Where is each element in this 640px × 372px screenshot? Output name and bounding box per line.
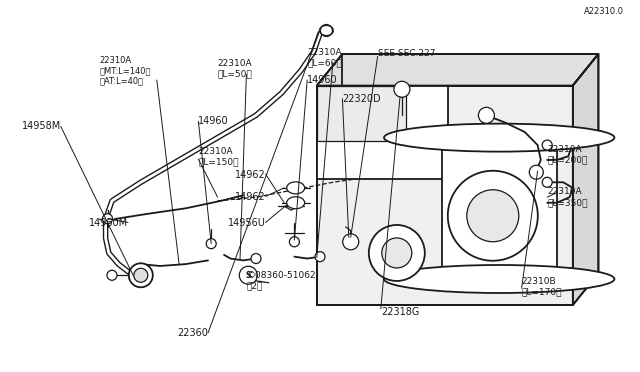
Text: A22310.0: A22310.0: [584, 7, 624, 16]
Polygon shape: [317, 86, 573, 305]
Circle shape: [134, 268, 148, 282]
Text: 14956U: 14956U: [228, 218, 266, 228]
Polygon shape: [285, 203, 298, 210]
Circle shape: [542, 177, 552, 187]
Text: 22310A
（MT:L=140）
（AT:L=40）: 22310A （MT:L=140） （AT:L=40）: [99, 56, 150, 86]
Ellipse shape: [287, 197, 305, 209]
Text: 14958M: 14958M: [22, 122, 61, 131]
Text: 14962: 14962: [235, 170, 266, 180]
Text: SEE SEC.227: SEE SEC.227: [378, 49, 435, 58]
Circle shape: [448, 171, 538, 261]
Text: ©08360-51062
（2）: ©08360-51062 （2）: [246, 271, 316, 291]
Polygon shape: [317, 54, 598, 86]
Circle shape: [289, 237, 300, 247]
Circle shape: [394, 81, 410, 97]
Polygon shape: [573, 54, 598, 305]
Text: 14962: 14962: [235, 192, 266, 202]
Text: 14960: 14960: [307, 75, 338, 85]
Circle shape: [369, 225, 425, 281]
Text: 22310A
（L=50）: 22310A （L=50）: [218, 59, 252, 78]
Text: 14960M: 14960M: [89, 218, 128, 228]
Text: 22310A
（L=150）: 22310A （L=150）: [198, 147, 239, 166]
Circle shape: [107, 270, 117, 280]
Text: 22318G: 22318G: [381, 308, 419, 317]
Ellipse shape: [384, 265, 614, 293]
Polygon shape: [442, 138, 557, 279]
Text: 22320D: 22320D: [342, 94, 381, 103]
Circle shape: [321, 25, 332, 36]
Text: 22310A
（L=200）: 22310A （L=200）: [547, 145, 588, 164]
Circle shape: [315, 252, 325, 262]
Text: S: S: [246, 271, 251, 280]
Circle shape: [382, 238, 412, 268]
Text: 22310A
（L=350）: 22310A （L=350）: [547, 187, 588, 207]
Text: 22360: 22360: [177, 328, 208, 338]
Ellipse shape: [287, 182, 305, 194]
Polygon shape: [317, 86, 406, 141]
Text: 22310B
（L=170）: 22310B （L=170）: [522, 277, 562, 296]
Polygon shape: [317, 86, 448, 179]
Circle shape: [467, 190, 519, 242]
Circle shape: [479, 107, 495, 124]
Circle shape: [129, 263, 153, 287]
Circle shape: [343, 234, 359, 250]
Circle shape: [239, 266, 257, 284]
Ellipse shape: [384, 124, 614, 152]
Text: 22310A
（L=60）: 22310A （L=60）: [307, 48, 342, 67]
Circle shape: [102, 214, 113, 224]
Text: 14960: 14960: [198, 116, 229, 126]
Circle shape: [206, 239, 216, 248]
Circle shape: [251, 254, 261, 263]
Circle shape: [529, 165, 543, 179]
Circle shape: [542, 140, 552, 150]
